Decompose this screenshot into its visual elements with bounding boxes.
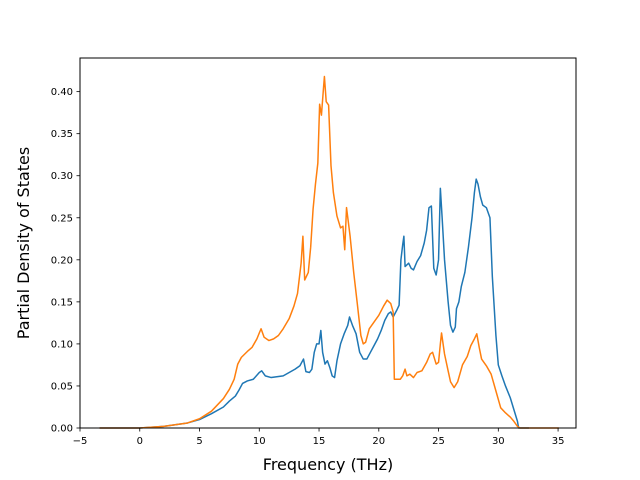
y-tick-label: 0.00 xyxy=(51,424,73,435)
y-tick-label: 0.35 xyxy=(51,129,73,140)
x-axis: −5 0 5 10 15 20 25 30 35 xyxy=(73,428,565,447)
y-tick-label: 0.40 xyxy=(51,87,73,98)
y-tick-label: 0.20 xyxy=(51,255,73,266)
x-tick-label: 25 xyxy=(432,436,445,447)
y-tick-label: 0.10 xyxy=(51,339,73,350)
series-layer xyxy=(99,75,559,429)
x-tick-label: 5 xyxy=(196,436,202,447)
plot-area-frame xyxy=(79,57,577,429)
x-tick-label: 30 xyxy=(492,436,505,447)
x-axis-title: Frequency (THz) xyxy=(263,455,393,474)
x-tick-label: −5 xyxy=(73,436,88,447)
y-tick-label: 0.05 xyxy=(51,381,73,392)
x-tick-label: 10 xyxy=(253,436,266,447)
x-tick-label: 20 xyxy=(372,436,385,447)
y-tick-label: 0.30 xyxy=(51,171,73,182)
x-tick-label: 15 xyxy=(313,436,326,447)
series-line-2 xyxy=(99,75,559,429)
y-tick-label: 0.25 xyxy=(51,213,73,224)
y-axis: 0.00 0.05 0.10 0.15 0.20 0.25 0.30 0.35 0.40 xyxy=(51,87,80,435)
y-tick-label: 0.15 xyxy=(51,297,73,308)
y-axis-title: Partial Density of States xyxy=(14,147,33,339)
x-tick-label: 35 xyxy=(552,436,565,447)
x-tick-label: 0 xyxy=(137,436,143,447)
series-line-1 xyxy=(99,178,529,429)
